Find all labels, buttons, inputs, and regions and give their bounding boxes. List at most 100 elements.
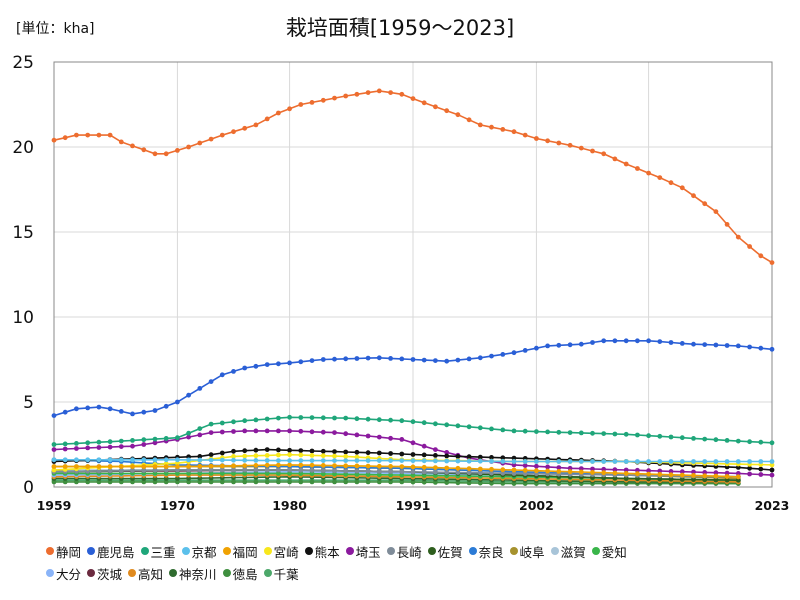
data-point-京都 xyxy=(130,457,135,463)
data-point-徳島 xyxy=(489,480,494,486)
data-point-愛知 xyxy=(197,471,203,476)
data-point-三重 xyxy=(410,419,416,425)
data-point-宮崎 xyxy=(298,452,304,458)
data-point-鹿児島 xyxy=(332,356,337,362)
data-point-鹿児島 xyxy=(264,362,270,367)
legend-marker-icon xyxy=(304,547,313,555)
data-point-福岡 xyxy=(444,465,450,471)
data-point-長崎 xyxy=(522,471,528,476)
data-point-福岡 xyxy=(433,465,438,470)
data-point-京都 xyxy=(511,459,517,464)
data-point-熊本 xyxy=(264,447,270,452)
legend-item: 長崎 xyxy=(386,542,422,561)
chart-title: 栽培面積[1959～2023] xyxy=(285,16,515,40)
data-point-京都 xyxy=(612,459,618,464)
data-point-長崎 xyxy=(388,469,393,474)
data-point-京都 xyxy=(545,459,550,464)
legend-marker-icon xyxy=(591,547,600,555)
data-point-京都 xyxy=(433,458,438,464)
legend-marker-icon xyxy=(222,547,231,555)
data-point-佐賀 xyxy=(724,477,730,483)
data-point-鹿児島 xyxy=(51,413,57,418)
data-point-徳島 xyxy=(163,479,169,485)
legend-label: 神奈川 xyxy=(179,566,217,582)
data-point-静岡 xyxy=(578,145,584,151)
data-point-京都 xyxy=(747,459,752,464)
data-point-京都 xyxy=(623,459,629,464)
data-point-熊本 xyxy=(769,467,775,473)
data-point-福岡 xyxy=(399,464,405,469)
data-point-京都 xyxy=(578,459,584,464)
data-point-京都 xyxy=(96,457,102,463)
data-point-福岡 xyxy=(197,463,203,469)
data-point-埼玉 xyxy=(264,428,270,434)
data-point-福岡 xyxy=(186,464,192,469)
data-point-福岡 xyxy=(231,463,236,469)
data-point-京都 xyxy=(500,459,506,464)
legend-item: 福岡 xyxy=(222,542,258,561)
data-point-埼玉 xyxy=(242,428,248,434)
data-point-京都 xyxy=(320,458,326,463)
data-point-三重 xyxy=(354,416,360,422)
data-point-静岡 xyxy=(477,122,483,128)
data-point-鹿児島 xyxy=(646,338,651,344)
legend-item: 鹿児島 xyxy=(87,542,135,561)
data-point-静岡 xyxy=(242,125,248,131)
data-point-静岡 xyxy=(590,148,595,154)
legend-marker-icon xyxy=(509,547,518,555)
data-point-鹿児島 xyxy=(388,356,393,361)
data-point-埼玉 xyxy=(769,472,775,478)
data-point-長崎 xyxy=(399,469,405,475)
data-point-静岡 xyxy=(253,122,259,128)
data-point-三重 xyxy=(376,417,382,423)
data-point-埼玉 xyxy=(354,432,360,438)
data-point-三重 xyxy=(612,431,618,437)
data-point-愛知 xyxy=(332,471,337,477)
data-point-埼玉 xyxy=(724,470,730,476)
data-point-三重 xyxy=(85,440,91,446)
data-point-鹿児島 xyxy=(163,403,169,409)
data-point-福岡 xyxy=(410,464,416,470)
data-point-静岡 xyxy=(556,140,562,146)
data-point-静岡 xyxy=(208,136,214,142)
data-point-福岡 xyxy=(612,470,618,476)
data-point-徳島 xyxy=(309,479,315,485)
data-point-三重 xyxy=(635,432,640,438)
data-point-静岡 xyxy=(444,108,450,114)
data-point-京都 xyxy=(365,458,371,463)
data-point-三重 xyxy=(601,431,607,436)
data-point-徳島 xyxy=(421,479,427,485)
data-point-三重 xyxy=(578,430,584,436)
data-point-京都 xyxy=(410,458,416,464)
legend-item: 徳島 xyxy=(222,564,258,583)
data-point-徳島 xyxy=(141,479,147,485)
data-point-福岡 xyxy=(287,462,292,468)
unit-label: [単位：kha] xyxy=(16,21,95,37)
data-point-埼玉 xyxy=(332,430,337,435)
data-point-三重 xyxy=(522,428,528,434)
data-point-京都 xyxy=(758,459,764,464)
data-point-福岡 xyxy=(421,464,427,470)
data-point-鹿児島 xyxy=(623,338,629,344)
y-tick-label: 25 xyxy=(12,53,34,73)
data-point-埼玉 xyxy=(208,430,214,435)
data-point-熊本 xyxy=(399,451,405,457)
data-point-徳島 xyxy=(444,480,450,485)
data-point-鹿児島 xyxy=(107,406,113,412)
data-point-静岡 xyxy=(691,193,696,199)
data-point-静岡 xyxy=(186,144,192,150)
data-point-福岡 xyxy=(118,464,124,469)
data-point-福岡 xyxy=(724,474,730,479)
data-point-三重 xyxy=(567,430,573,435)
legend-label: 埼玉 xyxy=(355,544,381,560)
data-point-徳島 xyxy=(253,479,259,485)
legend-item: 三重 xyxy=(140,542,176,561)
data-point-京都 xyxy=(152,457,158,463)
data-point-静岡 xyxy=(713,209,719,215)
data-point-静岡 xyxy=(567,142,573,148)
data-point-鹿児島 xyxy=(118,409,124,414)
data-point-京都 xyxy=(522,459,528,464)
data-point-宮崎 xyxy=(309,453,315,458)
data-point-福岡 xyxy=(107,464,113,469)
data-point-鹿児島 xyxy=(455,357,461,363)
